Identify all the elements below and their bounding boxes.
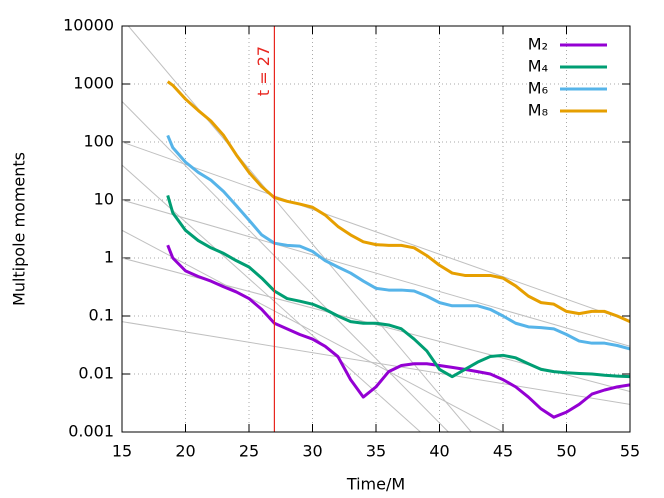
x-tick-label: 35: [366, 442, 386, 461]
annotation-label: t = 27: [254, 46, 273, 96]
x-axis-label: Time/M: [346, 475, 405, 494]
y-tick-label: 0.01: [78, 364, 114, 383]
x-tick-label: 15: [112, 442, 132, 461]
x-tick-label: 25: [239, 442, 259, 461]
x-tick-label: 55: [620, 442, 640, 461]
y-tick-label: 100: [83, 132, 114, 151]
legend-label: M₈: [528, 101, 548, 120]
reference-line: [122, 229, 504, 432]
legend-label: M₄: [528, 57, 548, 76]
x-tick-label: 50: [556, 442, 576, 461]
x-tick-label: 30: [302, 442, 322, 461]
plot-frame: [121, 25, 631, 433]
series-line: [166, 194, 630, 379]
reference-line: [122, 101, 449, 432]
y-axis-label: Multipole moments: [10, 152, 29, 306]
y-tick-label: 1000: [73, 74, 114, 93]
series-line: [166, 134, 630, 351]
reference-line: [122, 141, 630, 323]
series-line: [166, 80, 630, 323]
y-tick-label: 10000: [63, 16, 114, 35]
y-tick-label: 1: [104, 248, 114, 267]
y-tick-label: 0.001: [68, 422, 114, 441]
legend-label: M₆: [528, 79, 548, 98]
x-tick-label: 20: [175, 442, 195, 461]
y-tick-label: 0.1: [89, 306, 114, 325]
legend-label: M₂: [528, 35, 548, 54]
y-tick-label: 10: [94, 190, 114, 209]
x-tick-label: 45: [493, 442, 513, 461]
series-line: [166, 244, 630, 419]
reference-line: [122, 199, 630, 347]
x-tick-label: 40: [429, 442, 449, 461]
reference-line: [127, 26, 472, 432]
reference-line: [122, 321, 630, 405]
plot-area: [122, 26, 630, 432]
